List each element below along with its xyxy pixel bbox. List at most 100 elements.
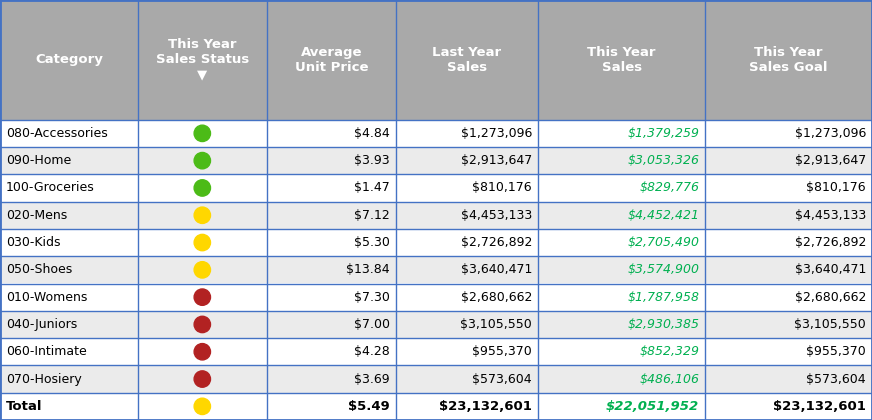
Bar [538,202,705,229]
Bar [538,229,705,256]
Bar [705,147,872,174]
Text: $2,913,647: $2,913,647 [460,154,532,167]
Bar [396,338,538,365]
Bar [705,256,872,284]
Text: $3.69: $3.69 [354,373,390,386]
Bar [138,284,267,311]
Text: $3.93: $3.93 [354,154,390,167]
Text: $3,105,550: $3,105,550 [794,318,866,331]
Bar [138,174,267,202]
Text: $3,574,900: $3,574,900 [627,263,699,276]
Text: $829,776: $829,776 [639,181,699,194]
Text: $2,680,662: $2,680,662 [794,291,866,304]
Bar [705,311,872,338]
Bar [396,147,538,174]
Bar [396,229,538,256]
Text: 070-Hosiery: 070-Hosiery [6,373,82,386]
Ellipse shape [194,316,210,333]
Bar [138,202,267,229]
Bar [396,120,538,147]
Text: $852,329: $852,329 [639,345,699,358]
Bar [267,147,396,174]
Text: $7.00: $7.00 [354,318,390,331]
Bar [538,256,705,284]
Ellipse shape [194,152,210,169]
Text: $2,913,647: $2,913,647 [794,154,866,167]
Bar [0,0,138,120]
Bar [396,365,538,393]
Bar [267,284,396,311]
Bar [267,120,396,147]
Text: $2,705,490: $2,705,490 [627,236,699,249]
Ellipse shape [194,125,210,142]
Bar [138,393,267,420]
Text: Average
Unit Price: Average Unit Price [295,46,368,74]
Bar [396,202,538,229]
Bar [538,0,705,120]
Bar [0,338,138,365]
Text: $7.30: $7.30 [354,291,390,304]
Bar [138,229,267,256]
Bar [538,338,705,365]
Text: $1.47: $1.47 [354,181,390,194]
Ellipse shape [194,398,210,415]
Bar [538,311,705,338]
Text: $955,370: $955,370 [806,345,866,358]
Text: $573,604: $573,604 [807,373,866,386]
Text: 040-Juniors: 040-Juniors [6,318,78,331]
Text: $1,273,096: $1,273,096 [460,127,532,140]
Bar [705,338,872,365]
Bar [396,0,538,120]
Text: This Year
Sales: This Year Sales [588,46,656,74]
Bar [705,0,872,120]
Text: $4,453,133: $4,453,133 [794,209,866,222]
Text: $22,051,952: $22,051,952 [606,400,699,413]
Text: $486,106: $486,106 [639,373,699,386]
Bar [705,202,872,229]
Bar [267,256,396,284]
Bar [138,338,267,365]
Ellipse shape [194,344,210,360]
Text: 100-Groceries: 100-Groceries [6,181,95,194]
Text: $2,680,662: $2,680,662 [460,291,532,304]
Bar [538,120,705,147]
Text: 030-Kids: 030-Kids [6,236,60,249]
Text: $7.12: $7.12 [354,209,390,222]
Text: $3,640,471: $3,640,471 [794,263,866,276]
Text: $5.30: $5.30 [354,236,390,249]
Text: Total: Total [6,400,43,413]
Bar [267,393,396,420]
Ellipse shape [194,180,210,196]
Text: $3,640,471: $3,640,471 [460,263,532,276]
Bar [138,120,267,147]
Text: $13.84: $13.84 [346,263,390,276]
Text: $2,726,892: $2,726,892 [460,236,532,249]
Bar [538,365,705,393]
Bar [138,0,267,120]
Text: $4,453,133: $4,453,133 [460,209,532,222]
Bar [538,174,705,202]
Bar [0,284,138,311]
Bar [0,365,138,393]
Bar [396,174,538,202]
Text: $2,726,892: $2,726,892 [794,236,866,249]
Bar [267,229,396,256]
Bar [705,365,872,393]
Bar [0,174,138,202]
Bar [138,365,267,393]
Bar [396,284,538,311]
Bar [0,120,138,147]
Text: 080-Accessories: 080-Accessories [6,127,108,140]
Bar [705,229,872,256]
Text: $1,379,259: $1,379,259 [627,127,699,140]
Bar [0,256,138,284]
Ellipse shape [194,207,210,223]
Text: $810,176: $810,176 [473,181,532,194]
Text: $573,604: $573,604 [473,373,532,386]
Bar [705,174,872,202]
Bar [396,393,538,420]
Text: $4.84: $4.84 [354,127,390,140]
Bar [538,147,705,174]
Text: $2,930,385: $2,930,385 [627,318,699,331]
Text: $4.28: $4.28 [354,345,390,358]
